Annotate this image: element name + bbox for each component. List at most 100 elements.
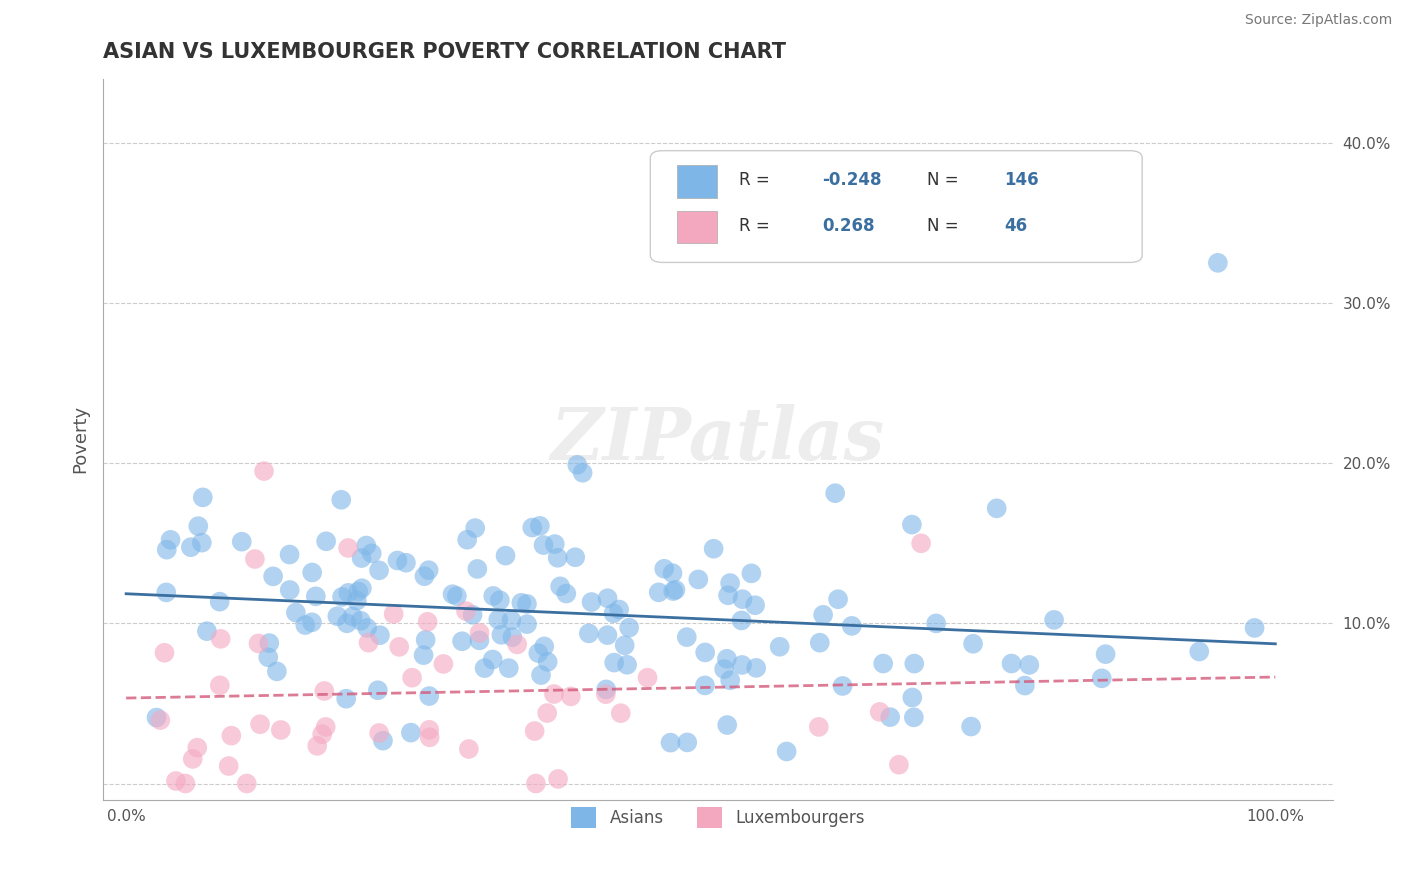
Point	[841, 619, 863, 633]
Point	[745, 661, 768, 675]
Point	[350, 551, 373, 566]
Point	[413, 569, 436, 583]
Point	[530, 668, 553, 682]
Point	[661, 566, 683, 581]
Point	[1000, 657, 1022, 671]
Point	[467, 562, 489, 576]
Point	[395, 556, 418, 570]
Point	[191, 535, 214, 549]
Point	[529, 519, 551, 533]
Point	[501, 630, 523, 644]
Point	[243, 552, 266, 566]
Point	[831, 679, 853, 693]
Point	[419, 731, 441, 745]
Point	[468, 625, 491, 640]
Point	[695, 645, 717, 659]
Point	[399, 725, 422, 739]
Text: 46: 46	[1004, 218, 1028, 235]
Point	[208, 595, 231, 609]
Point	[901, 690, 924, 705]
Point	[1018, 657, 1040, 672]
Point	[740, 566, 762, 581]
Point	[278, 582, 301, 597]
Point	[337, 541, 360, 555]
Point	[468, 633, 491, 648]
Point	[482, 589, 505, 603]
Point	[903, 710, 925, 724]
Point	[807, 720, 830, 734]
Point	[602, 607, 624, 621]
Point	[501, 613, 523, 627]
Point	[195, 624, 218, 639]
Point	[315, 534, 337, 549]
Point	[808, 636, 831, 650]
Point	[571, 466, 593, 480]
Point	[524, 776, 547, 790]
Point	[616, 657, 638, 672]
Point	[610, 706, 633, 721]
Point	[596, 628, 619, 642]
Point	[543, 687, 565, 701]
Text: R =: R =	[740, 170, 775, 188]
Point	[253, 464, 276, 478]
Point	[301, 566, 323, 580]
Point	[879, 710, 901, 724]
Point	[314, 684, 336, 698]
Point	[676, 735, 699, 749]
Point	[388, 640, 411, 654]
Point	[637, 671, 659, 685]
Point	[356, 621, 378, 635]
Point	[236, 776, 259, 790]
Point	[544, 537, 567, 551]
Point	[342, 609, 364, 624]
Point	[305, 590, 328, 604]
Point	[356, 539, 378, 553]
Point	[613, 638, 636, 652]
Point	[337, 586, 360, 600]
Point	[1014, 679, 1036, 693]
Point	[547, 772, 569, 786]
Point	[581, 595, 603, 609]
Point	[693, 678, 716, 692]
Point	[578, 626, 600, 640]
Point	[510, 596, 533, 610]
Point	[595, 682, 617, 697]
Point	[294, 618, 316, 632]
Point	[174, 776, 197, 790]
Point	[311, 727, 333, 741]
Point	[153, 646, 176, 660]
Point	[412, 648, 434, 662]
Point	[187, 519, 209, 533]
Point	[516, 597, 538, 611]
Point	[159, 533, 181, 547]
Point	[595, 687, 617, 701]
Point	[284, 606, 307, 620]
Legend: Asians, Luxembourgers: Asians, Luxembourgers	[564, 801, 872, 834]
Point	[659, 736, 682, 750]
Point	[360, 546, 382, 560]
Point	[1206, 256, 1229, 270]
Point	[652, 562, 675, 576]
Point	[713, 662, 735, 676]
Point	[744, 599, 766, 613]
Point	[368, 726, 391, 740]
Point	[221, 729, 243, 743]
Point	[259, 636, 281, 650]
Point	[731, 592, 754, 607]
Point	[537, 655, 560, 669]
Point	[527, 646, 550, 660]
Point	[209, 632, 232, 646]
FancyBboxPatch shape	[678, 211, 717, 243]
Point	[368, 628, 391, 642]
Point	[775, 744, 797, 758]
Point	[218, 759, 240, 773]
Point	[664, 582, 686, 597]
Point	[165, 774, 187, 789]
Point	[186, 740, 208, 755]
Point	[416, 615, 439, 629]
Point	[617, 621, 640, 635]
Point	[432, 657, 454, 671]
Point	[191, 491, 214, 505]
Point	[925, 616, 948, 631]
Point	[548, 579, 571, 593]
